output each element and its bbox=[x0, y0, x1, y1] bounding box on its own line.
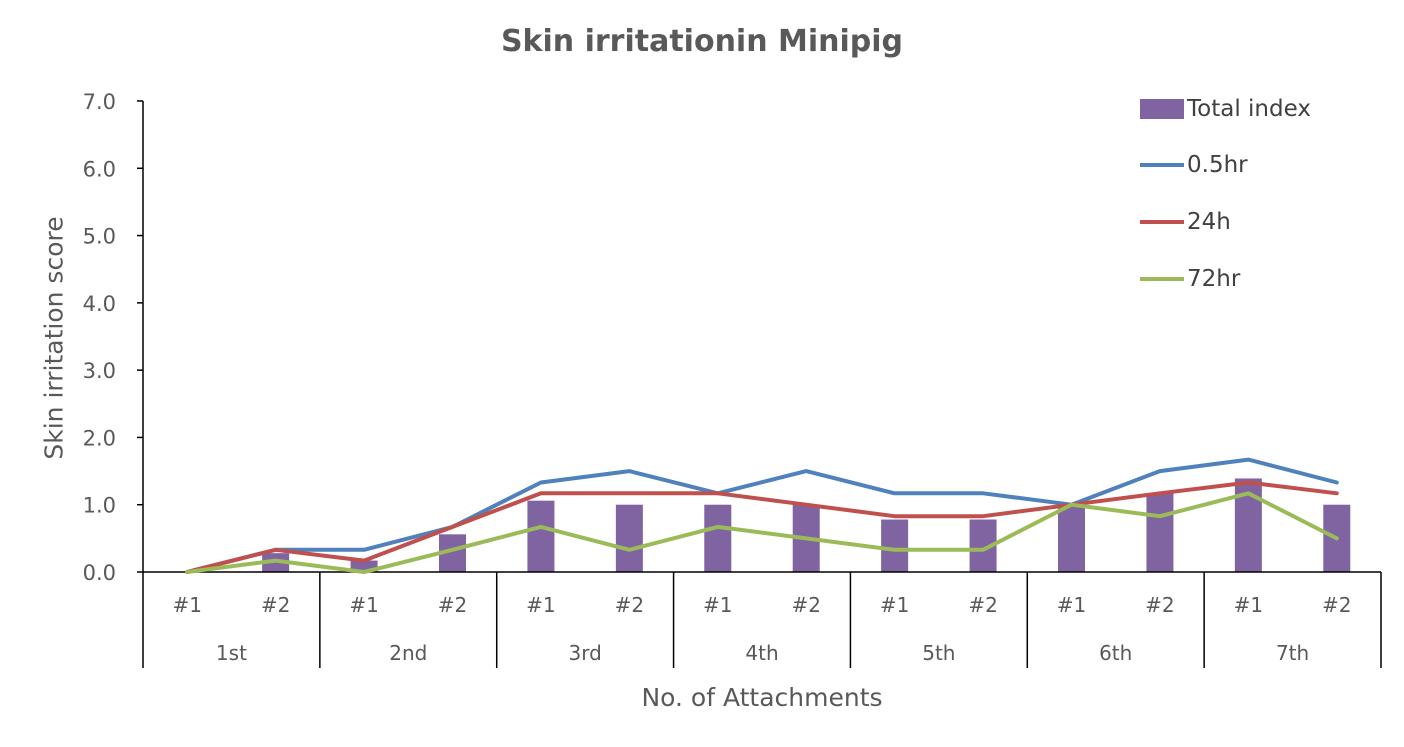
x-group-label: 4th bbox=[745, 641, 778, 665]
legend-swatch-24h bbox=[1140, 220, 1184, 224]
legend-swatch-72hr bbox=[1140, 277, 1184, 281]
y-tick-label: 5.0 bbox=[83, 225, 116, 249]
series-line-24h bbox=[185, 480, 1339, 574]
x-tick-label: #2 bbox=[1322, 593, 1351, 617]
x-tick-label: #2 bbox=[438, 593, 467, 617]
legend-item-0-5hr: 0.5hr bbox=[1140, 148, 1380, 182]
bar-total-index-11 bbox=[1146, 493, 1174, 572]
y-tick-label: 4.0 bbox=[83, 292, 116, 316]
x-group-label: 7th bbox=[1276, 641, 1309, 665]
x-tick-label: #1 bbox=[703, 593, 732, 617]
bar-total-index-8 bbox=[881, 519, 909, 572]
y-tick-label: 2.0 bbox=[83, 426, 116, 450]
legend-label-0-5hr: 0.5hr bbox=[1187, 152, 1248, 178]
legend-item-total-index: Total index bbox=[1140, 92, 1380, 126]
x-tick-label: #1 bbox=[526, 593, 555, 617]
x-tick-label: #1 bbox=[1057, 593, 1086, 617]
legend-label-72hr: 72hr bbox=[1187, 266, 1241, 292]
chart-title: Skin irritationin Minipig bbox=[500, 24, 904, 59]
y-tick-label: 6.0 bbox=[83, 157, 116, 181]
legend-item-72hr: 72hr bbox=[1140, 262, 1380, 296]
x-group-label: 3rd bbox=[568, 641, 601, 665]
bar-total-index-10 bbox=[1058, 504, 1085, 572]
legend-swatch-0-5hr bbox=[1140, 163, 1184, 167]
bar-total-index-2 bbox=[350, 560, 378, 572]
y-tick-label: 3.0 bbox=[83, 359, 116, 383]
x-tick-label: #2 bbox=[1145, 593, 1174, 617]
bar-total-index-4 bbox=[527, 500, 555, 572]
x-tick-label: #1 bbox=[172, 593, 201, 617]
x-tick-label: #2 bbox=[791, 593, 820, 617]
x-tick-label: #1 bbox=[880, 593, 909, 617]
x-group-label: 1st bbox=[216, 641, 247, 665]
x-tick-label: #2 bbox=[261, 593, 290, 617]
x-tick-label: #1 bbox=[349, 593, 378, 617]
bar-total-index-6 bbox=[704, 504, 732, 572]
legend-label-total-index: Total index bbox=[1187, 96, 1311, 122]
x-tick-label: #1 bbox=[1234, 593, 1263, 617]
y-tick-label: 7.0 bbox=[83, 90, 116, 114]
x-group-label: 2nd bbox=[389, 641, 427, 665]
x-tick-label: #2 bbox=[968, 593, 997, 617]
series-line-72hr bbox=[185, 491, 1339, 574]
y-tick-label: 1.0 bbox=[83, 494, 116, 518]
bar-total-index-5 bbox=[615, 504, 643, 572]
y-tick-label: 0.0 bbox=[83, 561, 116, 585]
legend-label-24h: 24h bbox=[1187, 209, 1231, 235]
legend-item-24h: 24h bbox=[1140, 205, 1380, 239]
series-line-0-5hr bbox=[185, 457, 1339, 574]
x-tick-label: #2 bbox=[615, 593, 644, 617]
x-group-label: 5th bbox=[922, 641, 955, 665]
legend-swatch-total-index bbox=[1140, 99, 1184, 119]
x-group-label: 6th bbox=[1099, 641, 1132, 665]
x-axis-label: No. of Attachments bbox=[641, 683, 883, 712]
